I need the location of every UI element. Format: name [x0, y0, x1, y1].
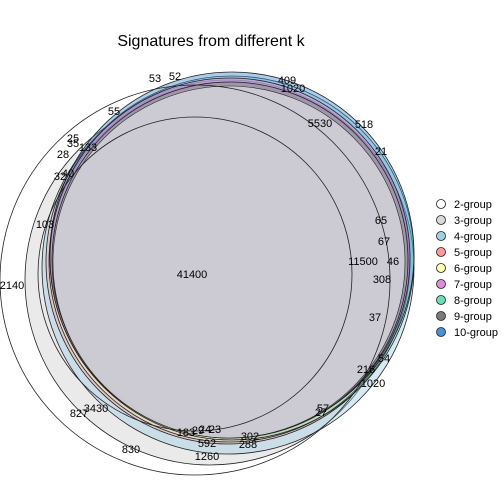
region-label: 830: [122, 444, 140, 456]
region-label: 5530: [308, 118, 332, 130]
legend-swatch: [436, 247, 446, 257]
region-label: 57: [317, 403, 329, 415]
region-label: 52: [169, 71, 181, 83]
region-label: 1260: [195, 451, 219, 463]
legend-swatch: [436, 311, 446, 321]
legend-label: 5-group: [454, 247, 492, 259]
legend-swatch: [436, 327, 446, 337]
region-label: 41400: [177, 269, 208, 281]
venn-circles: [0, 71, 415, 476]
region-label: 28: [57, 149, 69, 161]
region-label: 46: [387, 256, 399, 268]
legend-label: 2-group: [454, 199, 492, 211]
region-label: 3430: [84, 403, 108, 415]
region-label: 103: [36, 219, 54, 231]
legend-swatch: [436, 263, 446, 273]
region-label: 183: [177, 427, 195, 439]
region-label: 21: [375, 146, 387, 158]
region-label: 23: [209, 424, 221, 436]
region-label: 1020: [361, 378, 385, 390]
legend-swatch: [436, 199, 446, 209]
region-label: 308: [373, 274, 391, 286]
chart-title: Signatures from different k: [117, 33, 305, 50]
region-label: 32: [54, 171, 66, 183]
region-label: 288: [239, 439, 257, 451]
legend-swatch: [436, 279, 446, 289]
circle-core: [37, 116, 353, 432]
region-label: 53: [149, 73, 161, 85]
region-label: 54: [378, 353, 390, 365]
region-label: 24: [199, 424, 211, 436]
legend-label: 7-group: [454, 279, 492, 291]
region-label: 35: [67, 138, 79, 150]
region-label: 302: [241, 431, 259, 443]
legend-swatch: [436, 295, 446, 305]
region-label: 11500: [348, 256, 378, 268]
region-label: 67: [378, 236, 390, 248]
legend: 2-group 3-group 4-group 5-group 6-group 7-gro…: [436, 199, 498, 339]
legend-label: 6-group: [454, 263, 492, 275]
region-label: 25: [67, 133, 79, 145]
region-label: 2140: [0, 280, 24, 292]
region-label: 27: [315, 407, 327, 419]
legend-label: 9-group: [454, 311, 492, 323]
circle-2-group: [0, 84, 391, 476]
region-label: 55: [108, 106, 120, 118]
region-label: 37: [369, 312, 381, 324]
legend-label: 10-group: [454, 327, 498, 339]
region-label: 216: [357, 364, 375, 376]
circle-inner-overlay: [52, 85, 406, 439]
region-label: 1020: [281, 83, 305, 95]
region-label: 133: [79, 142, 97, 154]
region-label: 65: [375, 215, 387, 227]
legend-label: 4-group: [454, 231, 492, 243]
legend-label: 3-group: [454, 215, 492, 227]
legend-label: 8-group: [454, 295, 492, 307]
region-label: 409: [278, 75, 296, 87]
region-label: 40: [62, 168, 74, 180]
region-label: 29: [192, 425, 204, 437]
legend-swatch: [436, 215, 446, 225]
region-label: 827: [70, 408, 88, 420]
region-labels: 4140011500553021403430126010201020830827…: [0, 71, 399, 463]
region-label: 518: [355, 119, 373, 131]
legend-swatch: [436, 231, 446, 241]
region-label: 592: [198, 438, 216, 450]
